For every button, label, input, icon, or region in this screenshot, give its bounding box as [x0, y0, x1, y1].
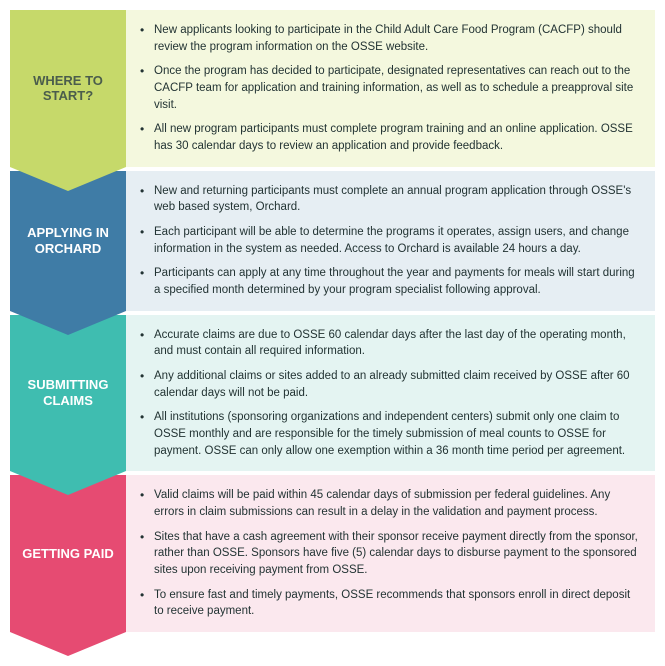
bullet-item: Valid claims will be paid within 45 cale… — [138, 487, 639, 520]
bullet-item: New applicants looking to participate in… — [138, 22, 639, 55]
step-label-wrap: SUBMITTING CLAIMS — [10, 315, 126, 472]
bullet-list: New and returning participants must comp… — [138, 183, 639, 299]
chevron-down-icon — [10, 471, 126, 495]
step-label: WHERE TO START? — [10, 10, 126, 167]
step-label: SUBMITTING CLAIMS — [10, 315, 126, 472]
chevron-down-icon — [10, 311, 126, 335]
chevron-down-icon — [10, 632, 126, 656]
bullet-list: Accurate claims are due to OSSE 60 calen… — [138, 327, 639, 460]
bullet-item: All institutions (sponsoring organizatio… — [138, 409, 639, 459]
step-label-wrap: APPLYING IN ORCHARD — [10, 171, 126, 311]
step-content: Valid claims will be paid within 45 cale… — [126, 475, 655, 632]
step-label: APPLYING IN ORCHARD — [10, 171, 126, 311]
step-content: New and returning participants must comp… — [126, 171, 655, 311]
process-step: SUBMITTING CLAIMS Accurate claims are due… — [10, 315, 655, 472]
bullet-item: Participants can apply at any time throu… — [138, 265, 639, 298]
bullet-item: Sites that have a cash agreement with th… — [138, 529, 639, 579]
bullet-item: Any additional claims or sites added to … — [138, 368, 639, 401]
bullet-list: Valid claims will be paid within 45 cale… — [138, 487, 639, 620]
bullet-item: Once the program has decided to particip… — [138, 63, 639, 113]
step-content: New applicants looking to participate in… — [126, 10, 655, 167]
step-content: Accurate claims are due to OSSE 60 calen… — [126, 315, 655, 472]
process-step: APPLYING IN ORCHARD New and returning par… — [10, 171, 655, 311]
step-label-wrap: GETTING PAID — [10, 475, 126, 632]
bullet-item: All new program participants must comple… — [138, 121, 639, 154]
bullet-item: To ensure fast and timely payments, OSSE… — [138, 587, 639, 620]
process-flow: WHERE TO START? New applicants looking to… — [10, 10, 655, 632]
process-step: GETTING PAID Valid claims will be paid wi… — [10, 475, 655, 632]
process-step: WHERE TO START? New applicants looking to… — [10, 10, 655, 167]
bullet-list: New applicants looking to participate in… — [138, 22, 639, 155]
bullet-item: New and returning participants must comp… — [138, 183, 639, 216]
step-label: GETTING PAID — [10, 475, 126, 632]
chevron-down-icon — [10, 167, 126, 191]
step-label-wrap: WHERE TO START? — [10, 10, 126, 167]
bullet-item: Accurate claims are due to OSSE 60 calen… — [138, 327, 639, 360]
bullet-item: Each participant will be able to determi… — [138, 224, 639, 257]
